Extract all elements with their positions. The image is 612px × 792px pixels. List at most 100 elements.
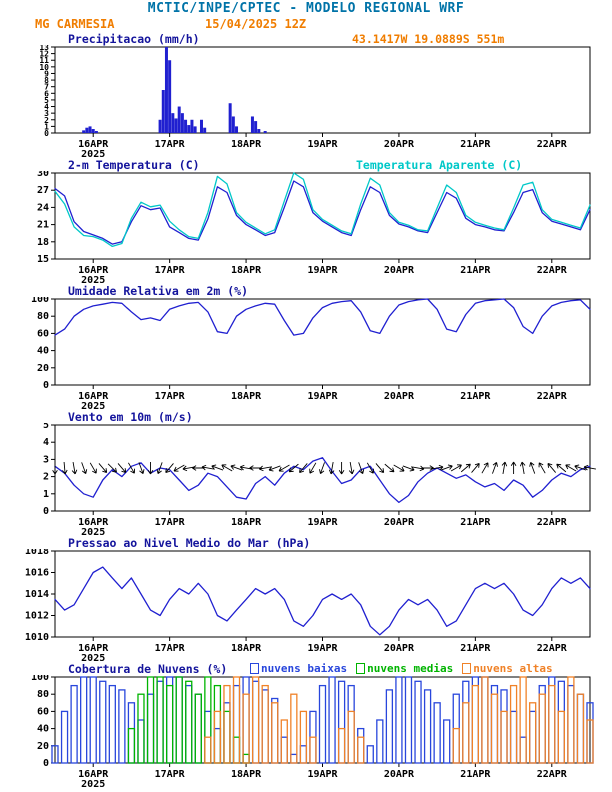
svg-text:5: 5 [43, 423, 49, 431]
svg-text:21APR: 21APR [460, 391, 491, 402]
svg-text:19APR: 19APR [307, 643, 338, 654]
svg-text:17APR: 17APR [155, 139, 186, 150]
svg-text:5: 5 [44, 96, 49, 105]
svg-text:17APR: 17APR [155, 517, 186, 528]
svg-text:17APR: 17APR [155, 391, 186, 402]
svg-text:20APR: 20APR [384, 265, 415, 276]
svg-text:7: 7 [44, 83, 49, 92]
panel-pressure-titlerow: Pressao ao Nivel Medio do Mar (hPa) [0, 536, 612, 550]
svg-text:21APR: 21APR [460, 517, 491, 528]
svg-text:22APR: 22APR [537, 265, 568, 276]
svg-text:17APR: 17APR [155, 643, 186, 654]
svg-text:18APR: 18APR [231, 517, 262, 528]
svg-text:6: 6 [44, 89, 49, 98]
svg-text:18APR: 18APR [231, 643, 262, 654]
svg-text:16APR: 16APR [78, 391, 109, 402]
svg-text:100: 100 [31, 297, 49, 305]
svg-text:2: 2 [43, 472, 49, 483]
panel-pressure: Pressao ao Nivel Medio do Mar (hPa) 1010… [0, 536, 612, 662]
svg-text:20APR: 20APR [384, 517, 415, 528]
svg-text:22APR: 22APR [537, 769, 568, 780]
station-name: MG CARMESIA [35, 17, 115, 31]
svg-text:20: 20 [37, 741, 49, 752]
svg-text:4: 4 [43, 437, 49, 448]
svg-text:3: 3 [44, 109, 49, 118]
svg-text:100: 100 [31, 675, 49, 683]
svg-text:18APR: 18APR [231, 139, 262, 150]
svg-text:21APR: 21APR [460, 265, 491, 276]
svg-text:18: 18 [37, 237, 49, 248]
svg-text:1012: 1012 [25, 611, 49, 622]
svg-text:13: 13 [39, 45, 49, 52]
svg-text:80: 80 [37, 311, 49, 322]
page-title: MCTIC/INPE/CPTEC - MODELO REGIONAL WRF [147, 1, 465, 16]
model-run-datetime: 15/04/2025 12Z [205, 17, 307, 31]
svg-text:18APR: 18APR [231, 769, 262, 780]
svg-text:2025: 2025 [81, 401, 105, 410]
legend-item-low-clouds: nuvens baixas [250, 662, 347, 675]
svg-text:0: 0 [43, 380, 49, 391]
svg-text:1: 1 [43, 489, 49, 500]
svg-text:24: 24 [37, 202, 49, 213]
panel-humidity: Umidade Relativa em 2m (%) 0 20 40 60 80 100 1… [0, 284, 612, 410]
svg-text:12: 12 [39, 50, 49, 59]
legend-item-mid-clouds: nuvens medias [356, 662, 453, 675]
svg-text:2: 2 [44, 116, 49, 125]
svg-text:17APR: 17APR [155, 769, 186, 780]
svg-text:17APR: 17APR [155, 265, 186, 276]
panel-wind-titlerow: Vento em 10m (m/s) [0, 410, 612, 424]
panel-wind: Vento em 10m (m/s) 0 1 2 3 4 5 16APR 2025 17APR 1… [0, 410, 612, 536]
panel-title: Vento em 10m (m/s) [68, 410, 193, 424]
svg-text:16APR: 16APR [78, 265, 109, 276]
panel-precipitation: Precipitacao (mm/h) 43.1417W 19.0889S 55… [0, 32, 612, 158]
svg-text:27: 27 [37, 185, 49, 196]
legend-label: nuvens baixas [261, 662, 348, 675]
svg-text:21: 21 [37, 220, 49, 231]
svg-text:20APR: 20APR [384, 139, 415, 150]
svg-text:20APR: 20APR [384, 769, 415, 780]
svg-text:20APR: 20APR [384, 391, 415, 402]
svg-text:1: 1 [44, 122, 49, 131]
svg-text:3: 3 [43, 454, 49, 465]
panel-temperature-titlerow: 2-m Temperatura (C) Temperatura Aparente… [0, 158, 612, 172]
svg-text:0: 0 [44, 129, 49, 138]
panel-precipitation-titlerow: Precipitacao (mm/h) 43.1417W 19.0889S 55… [0, 32, 612, 46]
svg-text:2025: 2025 [81, 779, 105, 788]
panel-title: Precipitacao (mm/h) [68, 32, 200, 46]
svg-text:40: 40 [37, 346, 49, 357]
svg-text:18APR: 18APR [231, 265, 262, 276]
panel-temperature: 2-m Temperatura (C) Temperatura Aparente… [0, 158, 612, 284]
svg-text:40: 40 [37, 724, 49, 735]
svg-text:0: 0 [43, 758, 49, 769]
panel-cloud-titlerow: Cobertura de Nuvens (%) nuvens baixas nu… [0, 662, 612, 676]
legend-swatch-mid-icon [356, 663, 366, 674]
panel-title: Pressao ao Nivel Medio do Mar (hPa) [68, 536, 311, 550]
svg-text:19APR: 19APR [307, 139, 338, 150]
legend-swatch-high-icon [462, 663, 472, 674]
svg-text:60: 60 [37, 328, 49, 339]
svg-text:2025: 2025 [81, 527, 105, 536]
legend-swatch-low-icon [250, 663, 259, 674]
svg-text:22APR: 22APR [537, 391, 568, 402]
legend-label: nuvens altas [473, 662, 553, 675]
svg-text:22APR: 22APR [537, 517, 568, 528]
cloud-legend: nuvens baixas nuvens medias nuvens altas [250, 662, 553, 675]
svg-text:21APR: 21APR [460, 139, 491, 150]
svg-text:22APR: 22APR [537, 139, 568, 150]
svg-text:22APR: 22APR [537, 643, 568, 654]
legend-label: nuvens medias [367, 662, 454, 675]
svg-text:1014: 1014 [25, 589, 49, 600]
svg-text:19APR: 19APR [307, 391, 338, 402]
svg-text:1016: 1016 [25, 568, 49, 579]
svg-text:1010: 1010 [25, 632, 49, 643]
svg-text:2025: 2025 [81, 275, 105, 284]
svg-text:2025: 2025 [81, 149, 105, 158]
svg-text:19APR: 19APR [307, 769, 338, 780]
svg-text:16APR: 16APR [78, 643, 109, 654]
svg-text:21APR: 21APR [460, 769, 491, 780]
